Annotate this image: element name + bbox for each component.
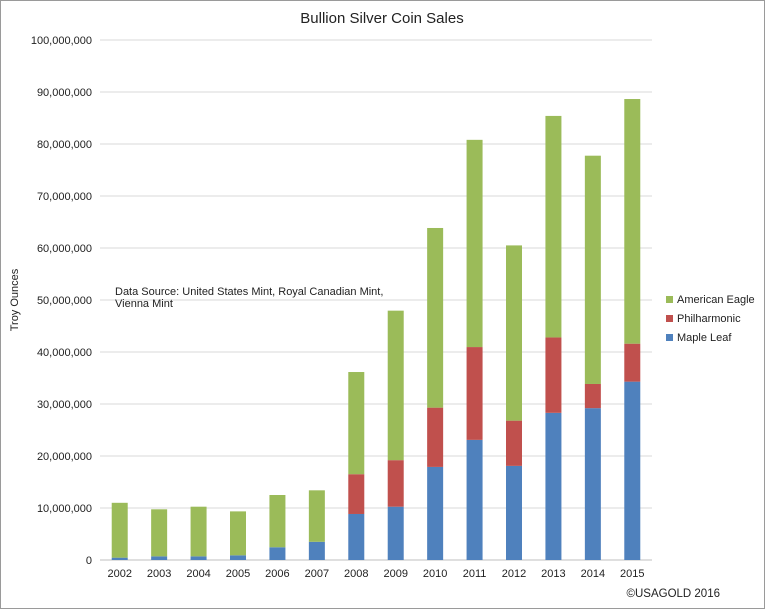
y-tick-label: 10,000,000 <box>37 503 92 515</box>
bar-maple-leaf-2003 <box>151 556 168 560</box>
legend-swatch-philharmonic <box>666 315 673 322</box>
x-tick-labels: 2002 2003 2004 2005 2006 2007 2008 2009 2010 2011… <box>107 568 644 580</box>
bar-maple-leaf-2015 <box>624 381 641 560</box>
bar-philharmonic-2013 <box>545 337 562 413</box>
bar-philharmonic-2011 <box>466 347 483 440</box>
x-tick-label: 2006 <box>265 568 289 580</box>
bar-philharmonic-2008 <box>348 474 365 514</box>
bar-philharmonic-2012 <box>506 420 522 466</box>
bar-maple-leaf-2009 <box>387 506 404 560</box>
y-tick-label: 0 <box>86 555 92 567</box>
bar-american-eagle-2007 <box>308 490 325 542</box>
gridlines <box>100 39 652 561</box>
copyright-text: ©USAGOLD 2016 <box>627 588 721 600</box>
x-tick-label: 2011 <box>463 568 487 580</box>
x-tick-label: 2010 <box>423 568 447 580</box>
x-tick-label: 2009 <box>383 568 407 580</box>
bar-maple-leaf-2011 <box>466 439 483 560</box>
bar-maple-leaf-2007 <box>308 541 325 560</box>
y-tick-label: 80,000,000 <box>37 139 92 151</box>
legend: American Eagle Philharmonic Maple Leaf <box>666 294 755 344</box>
legend-swatch-american-eagle <box>666 296 673 303</box>
x-tick-label: 2007 <box>305 568 329 580</box>
bar-american-eagle-2010 <box>427 227 444 408</box>
legend-label: Philharmonic <box>677 313 741 325</box>
bar-american-eagle-2011 <box>466 139 483 348</box>
y-tick-label: 100,000,000 <box>31 35 92 47</box>
bar-philharmonic-2009 <box>387 460 404 507</box>
bar-american-eagle-2009 <box>387 310 404 461</box>
x-tick-label: 2004 <box>186 568 210 580</box>
x-tick-label: 2014 <box>581 568 605 580</box>
bar-maple-leaf-2010 <box>427 466 444 560</box>
bar-maple-leaf-2013 <box>545 412 562 560</box>
y-tick-label: 60,000,000 <box>37 243 92 255</box>
y-axis-label: Troy Ounces <box>9 268 21 331</box>
bar-american-eagle-2012 <box>506 245 522 421</box>
x-tick-label: 2012 <box>502 568 526 580</box>
y-tick-label: 90,000,000 <box>37 87 92 99</box>
bar-american-eagle-2014 <box>584 155 601 384</box>
data-source-annotation-line2: Vienna Mint <box>115 298 173 310</box>
bar-american-eagle-2013 <box>545 115 562 338</box>
bar-american-eagle-2015 <box>624 99 641 344</box>
chart-title: Bullion Silver Coin Sales <box>300 10 463 27</box>
bars <box>111 99 641 560</box>
bar-maple-leaf-2005 <box>230 555 246 560</box>
x-tick-label: 2008 <box>344 568 368 580</box>
y-tick-label: 50,000,000 <box>37 295 92 307</box>
bar-american-eagle-2005 <box>230 511 246 556</box>
y-tick-label: 70,000,000 <box>37 191 92 203</box>
y-tick-label: 40,000,000 <box>37 347 92 359</box>
bar-maple-leaf-2008 <box>348 513 365 560</box>
bar-maple-leaf-2004 <box>190 556 207 560</box>
bar-american-eagle-2006 <box>269 495 286 548</box>
bar-maple-leaf-2014 <box>584 408 601 560</box>
data-source-annotation-line1: Data Source: United States Mint, Royal C… <box>115 286 383 298</box>
bar-maple-leaf-2012 <box>506 465 522 560</box>
bar-american-eagle-2004 <box>190 506 207 557</box>
x-tick-label: 2013 <box>541 568 565 580</box>
legend-label: American Eagle <box>677 294 755 306</box>
x-tick-label: 2005 <box>226 568 250 580</box>
bar-american-eagle-2008 <box>348 372 365 475</box>
y-tick-labels: 0 10,000,000 20,000,000 30,000,000 40,000,00… <box>31 35 92 567</box>
legend-swatch-maple-leaf <box>666 334 673 341</box>
bar-maple-leaf-2006 <box>269 547 286 560</box>
x-tick-label: 2002 <box>107 568 131 580</box>
x-tick-label: 2015 <box>620 568 644 580</box>
bar-american-eagle-2003 <box>151 509 168 557</box>
bar-american-eagle-2002 <box>111 502 128 558</box>
x-tick-label: 2003 <box>147 568 171 580</box>
y-tick-label: 20,000,000 <box>37 451 92 463</box>
bar-philharmonic-2015 <box>624 343 641 382</box>
bar-philharmonic-2014 <box>584 383 601 409</box>
bar-philharmonic-2010 <box>427 407 444 467</box>
y-tick-label: 30,000,000 <box>37 399 92 411</box>
legend-label: Maple Leaf <box>677 332 732 344</box>
bar-maple-leaf-2002 <box>111 557 128 560</box>
